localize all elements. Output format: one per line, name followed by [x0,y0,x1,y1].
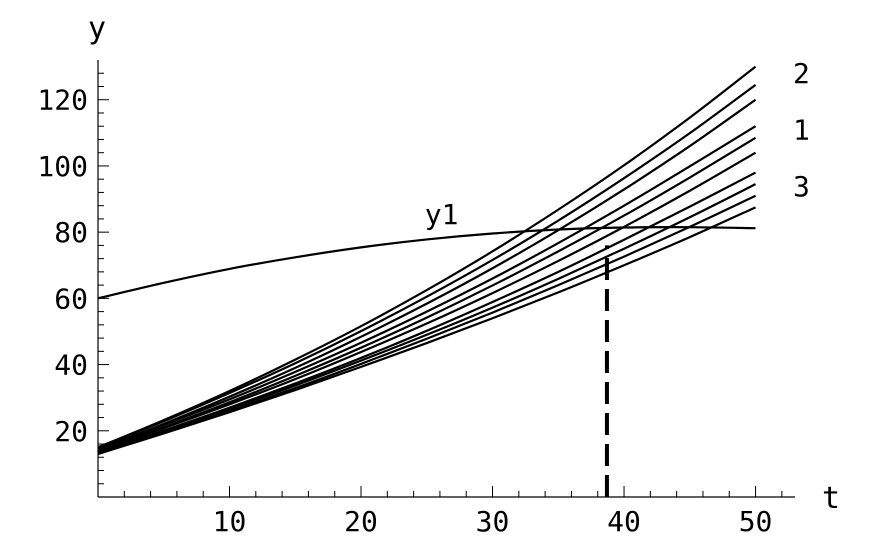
series-line-10 [97,206,757,456]
annotations: y1 2 1 3 [425,57,810,231]
series-line-y1 [97,226,756,300]
ticks: 10 20 30 40 50 20 40 60 80 100 120 [37,72,783,538]
y-tick-label: 100 [37,150,88,183]
y-tick-label: 120 [37,84,88,117]
curve-label-y1: y1 [425,198,459,231]
x-tick-label: 30 [476,505,510,538]
y-axis-label: y [88,11,106,46]
y-tick-label: 40 [54,349,88,382]
x-tick-label: 40 [607,505,641,538]
curve-label-2: 2 [793,57,810,90]
curve-label-1: 1 [793,114,810,147]
series-line-6 [97,151,757,452]
series-line-1 [97,65,757,449]
axes [97,60,795,498]
series-line-5 [97,136,757,452]
labels: y t [88,11,840,516]
y-tick-label: 20 [54,415,88,448]
curve-label-3: 3 [793,170,810,203]
curves [97,65,757,456]
y-tick-label: 80 [54,216,88,249]
x-axis-label: t [822,481,840,516]
series-line-4 [97,125,757,451]
x-tick-label: 50 [739,505,773,538]
series-line-3 [97,98,757,451]
series-line-2 [97,83,757,449]
x-tick-label: 20 [344,505,378,538]
y-tick-label: 60 [54,282,88,315]
x-tick-label: 10 [213,505,247,538]
series-line-8 [97,183,757,454]
